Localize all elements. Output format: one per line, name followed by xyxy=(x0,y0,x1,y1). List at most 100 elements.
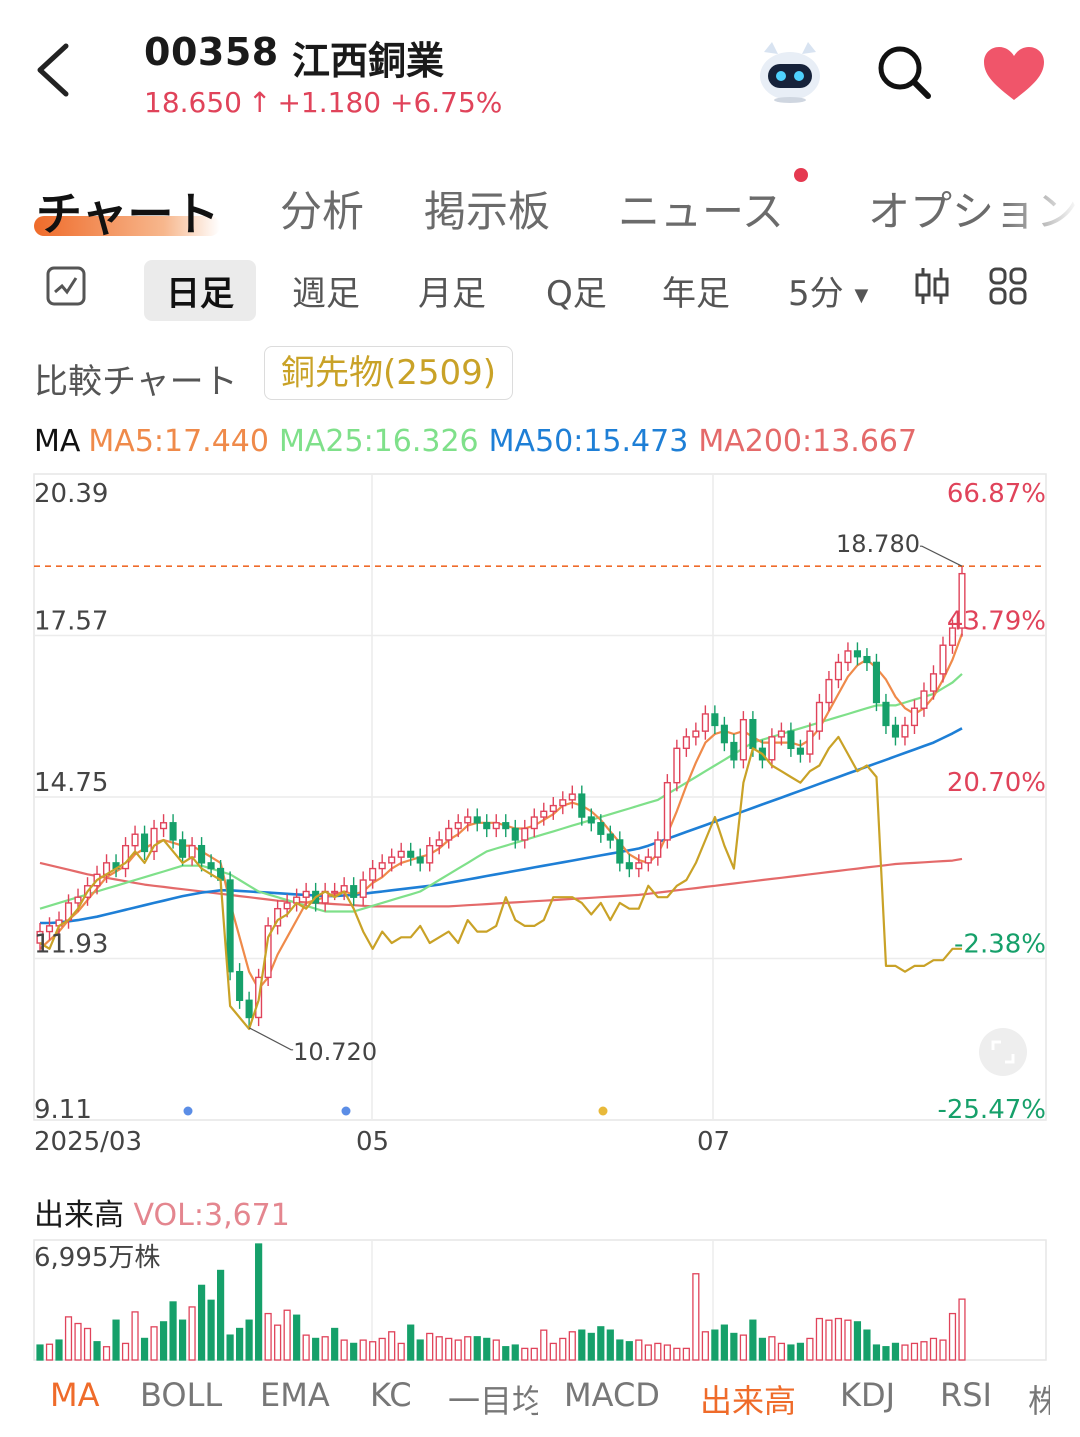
back-icon[interactable] xyxy=(32,40,72,100)
y-tick-label: 17.57 xyxy=(34,607,108,637)
last-price: 18.650 xyxy=(144,86,242,119)
layout-grid-icon[interactable] xyxy=(988,266,1028,306)
volume-bar-up xyxy=(397,1342,405,1361)
indicator-ma[interactable]: MA xyxy=(50,1376,100,1414)
pct-tick-label: -25.47% xyxy=(937,1095,1046,1125)
volume-bar-up xyxy=(274,1324,282,1361)
indicator-kc[interactable]: KC xyxy=(370,1376,412,1414)
main-tabs: チャート 分析 掲示板 ニュース オプション xyxy=(0,178,1080,242)
x-tick-label: 07 xyxy=(697,1127,730,1157)
period-weekly[interactable]: 週足 xyxy=(292,274,360,314)
tabs-fade xyxy=(1000,170,1080,250)
volume-bar-down xyxy=(293,1314,301,1361)
period-yearly[interactable]: 年足 xyxy=(662,274,730,314)
period-5min-dropdown[interactable]: 5分 ▼ xyxy=(788,266,868,315)
volume-bar-up xyxy=(530,1347,538,1361)
volume-bar-down xyxy=(312,1337,320,1361)
compare-chip-copper-futures[interactable]: 銅先物(2509) xyxy=(264,346,514,400)
volume-bar-down xyxy=(853,1321,862,1361)
candle-down xyxy=(207,862,215,870)
candle-up xyxy=(302,890,310,898)
candle-down xyxy=(606,833,614,841)
tab-analysis[interactable]: 分析 xyxy=(280,187,365,236)
indicator-volume[interactable]: 出来高 xyxy=(700,1382,797,1420)
low-callout-line xyxy=(248,1027,294,1051)
candle-down xyxy=(882,701,890,727)
volume-bar-down xyxy=(226,1334,234,1361)
indicator-ema[interactable]: EMA xyxy=(260,1376,330,1414)
volume-bar-up xyxy=(150,1326,158,1361)
volume-bar-up xyxy=(777,1342,785,1361)
volume-bar-up xyxy=(521,1347,529,1361)
volume-max-label: 6,995万株 xyxy=(34,1243,160,1273)
candle-down xyxy=(853,650,861,658)
volume-bar-up xyxy=(663,1344,671,1361)
volume-bar-up xyxy=(901,1344,909,1361)
volume-bar-up xyxy=(815,1317,824,1361)
candle-down xyxy=(787,730,795,750)
volume-bar-down xyxy=(93,1341,101,1361)
indicator-kdj[interactable]: KDJ xyxy=(840,1376,896,1414)
candle-down xyxy=(473,816,481,824)
ma50-line xyxy=(40,727,963,925)
volume-bar-up xyxy=(701,1331,709,1361)
volume-bar-up xyxy=(540,1329,548,1361)
candle-up xyxy=(521,827,529,841)
search-icon[interactable] xyxy=(876,44,932,100)
volume-bar-down xyxy=(720,1324,728,1361)
period-quarterly[interactable]: Q足 xyxy=(546,274,607,314)
robot-assistant-icon[interactable] xyxy=(754,38,826,104)
volume-bar-up xyxy=(910,1342,919,1361)
indicator-macd[interactable]: MACD xyxy=(564,1376,660,1414)
volume-bar-down xyxy=(255,1243,263,1361)
ma200-value: MA200:13.667 xyxy=(698,424,918,459)
volume-bar-up xyxy=(920,1341,928,1361)
candle-down xyxy=(245,999,253,1019)
volume-chart[interactable]: 6,995万株 xyxy=(0,1230,1080,1370)
tab-chart[interactable]: チャート xyxy=(36,187,220,241)
volume-bar-up xyxy=(568,1331,576,1361)
period-monthly[interactable]: 月足 xyxy=(418,274,486,314)
ma50-value: MA50:15.473 xyxy=(488,424,689,459)
candle-up xyxy=(910,707,919,727)
candlestick-icon[interactable] xyxy=(912,266,952,306)
candle-up xyxy=(378,862,386,870)
candle-up xyxy=(768,736,776,761)
candle-down xyxy=(198,844,206,864)
candle-up xyxy=(692,730,700,738)
candle-up xyxy=(958,572,966,629)
volume-bar-up xyxy=(74,1322,82,1361)
ma-title: MA xyxy=(34,424,81,459)
volume-bar-up xyxy=(302,1334,310,1361)
volume-value: VOL:3,671 xyxy=(133,1198,290,1233)
chart-type-icon[interactable] xyxy=(46,266,86,306)
volume-bar-up xyxy=(768,1336,776,1361)
pct-tick-label: 43.79% xyxy=(947,607,1046,637)
pct-tick-label: 20.70% xyxy=(947,768,1046,798)
y-tick-label: 20.39 xyxy=(34,479,108,509)
candle-down xyxy=(407,850,415,858)
volume-bar-down xyxy=(882,1346,890,1361)
indicator-boll[interactable]: BOLL xyxy=(140,1376,223,1414)
period-daily[interactable]: 日足 xyxy=(144,260,256,321)
favorite-heart-icon[interactable] xyxy=(982,46,1046,102)
candle-up xyxy=(397,850,405,858)
indicator-more[interactable]: 株 xyxy=(1028,1382,1050,1420)
tab-news[interactable]: ニュース xyxy=(618,187,784,236)
indicator-ichimoku[interactable]: 一目均 xyxy=(448,1382,538,1420)
candle-up xyxy=(74,896,82,904)
candle-up xyxy=(559,799,567,807)
candle-up xyxy=(948,627,957,646)
tab-board[interactable]: 掲示板 xyxy=(424,187,551,236)
volume-bar-up xyxy=(188,1306,196,1361)
price-chart[interactable]: 20.39 66.87% 17.57 43.79% 14.75 20.70% 11.93 -2… xyxy=(0,460,1080,1160)
price-change-pct: +6.75% xyxy=(389,86,503,119)
volume-bar-down xyxy=(787,1344,795,1361)
indicator-rsi[interactable]: RSI xyxy=(940,1376,992,1414)
period-5min-label: 5分 xyxy=(788,274,844,314)
candle-up xyxy=(492,822,500,830)
candle-up xyxy=(644,856,652,864)
volume-bar-up xyxy=(131,1311,139,1361)
volume-bar-down xyxy=(578,1329,586,1361)
candle-down xyxy=(578,793,586,818)
